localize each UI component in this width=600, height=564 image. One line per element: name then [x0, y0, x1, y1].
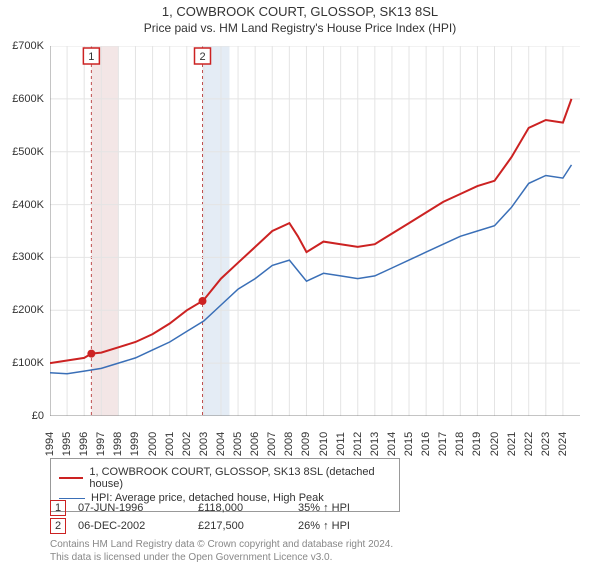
- x-tick-label: 2005: [232, 432, 244, 456]
- x-tick-label: 2003: [198, 432, 210, 456]
- x-tick-label: 2017: [437, 432, 449, 456]
- transaction-row: 1 07-JUN-1996£118,00035% ↑ HPI: [50, 500, 398, 516]
- legend-item: 1, COWBROOK COURT, GLOSSOP, SK13 8SL (de…: [59, 466, 391, 490]
- x-tick-label: 1998: [112, 432, 124, 456]
- x-tick-label: 2016: [420, 432, 432, 456]
- x-tick-label: 2000: [147, 432, 159, 456]
- transaction-price: £118,000: [198, 502, 298, 514]
- marker-dot-1: [87, 350, 95, 358]
- legend-label: 1, COWBROOK COURT, GLOSSOP, SK13 8SL (de…: [89, 466, 391, 490]
- y-axis: £0£100K£200K£300K£400K£500K£600K£700K: [0, 46, 48, 416]
- x-tick-label: 2011: [335, 432, 347, 456]
- chart-plot-area: 12: [50, 46, 580, 416]
- x-tick-label: 1999: [129, 432, 141, 456]
- x-tick-label: 1997: [95, 432, 107, 456]
- x-tick-label: 2019: [471, 432, 483, 456]
- marker-dot-2: [199, 297, 207, 305]
- series-property_price: [50, 99, 572, 363]
- y-tick-label: £500K: [0, 146, 44, 158]
- x-tick-label: 2002: [181, 432, 193, 456]
- chart-svg: 12: [50, 46, 580, 416]
- legend-swatch: [59, 477, 83, 479]
- x-tick-label: 1995: [61, 432, 73, 456]
- y-tick-label: £300K: [0, 251, 44, 263]
- transaction-date: 06-DEC-2002: [78, 520, 198, 532]
- y-tick-label: £200K: [0, 304, 44, 316]
- chart-subtitle: Price paid vs. HM Land Registry's House …: [0, 19, 600, 35]
- x-tick-label: 2009: [300, 432, 312, 456]
- x-tick-label: 2018: [454, 432, 466, 456]
- transaction-marker: 1: [50, 500, 66, 516]
- series-hpi: [50, 165, 572, 374]
- transaction-pct: 35% ↑ HPI: [298, 502, 398, 514]
- x-tick-label: 2022: [523, 432, 535, 456]
- y-tick-label: £700K: [0, 40, 44, 52]
- transaction-marker: 2: [50, 518, 66, 534]
- x-tick-label: 2014: [386, 432, 398, 456]
- x-tick-label: 2015: [403, 432, 415, 456]
- x-tick-label: 2008: [283, 432, 295, 456]
- chart-title: 1, COWBROOK COURT, GLOSSOP, SK13 8SL: [0, 0, 600, 19]
- marker-label-2: 2: [199, 51, 205, 63]
- y-tick-label: £400K: [0, 199, 44, 211]
- x-tick-label: 2004: [215, 432, 227, 456]
- x-tick-label: 1994: [44, 432, 56, 456]
- x-tick-label: 2023: [540, 432, 552, 456]
- x-tick-label: 2007: [266, 432, 278, 456]
- y-tick-label: £600K: [0, 93, 44, 105]
- y-tick-label: £0: [0, 410, 44, 422]
- footer-line-1: Contains HM Land Registry data © Crown c…: [50, 538, 393, 551]
- y-tick-label: £100K: [0, 357, 44, 369]
- x-tick-label: 2020: [489, 432, 501, 456]
- x-tick-label: 2010: [318, 432, 330, 456]
- transaction-row: 2 06-DEC-2002£217,50026% ↑ HPI: [50, 518, 398, 534]
- transaction-date: 07-JUN-1996: [78, 502, 198, 514]
- legend-swatch: [59, 498, 85, 499]
- footer-line-2: This data is licensed under the Open Gov…: [50, 551, 393, 564]
- transaction-price: £217,500: [198, 520, 298, 532]
- transaction-pct: 26% ↑ HPI: [298, 520, 398, 532]
- x-tick-label: 1996: [78, 432, 90, 456]
- footer-text: Contains HM Land Registry data © Crown c…: [50, 538, 393, 564]
- x-tick-label: 2006: [249, 432, 261, 456]
- x-tick-label: 2001: [164, 432, 176, 456]
- x-tick-label: 2024: [557, 432, 569, 456]
- marker-label-1: 1: [88, 51, 94, 63]
- x-tick-label: 2012: [352, 432, 364, 456]
- x-tick-label: 2021: [506, 432, 518, 456]
- x-tick-label: 2013: [369, 432, 381, 456]
